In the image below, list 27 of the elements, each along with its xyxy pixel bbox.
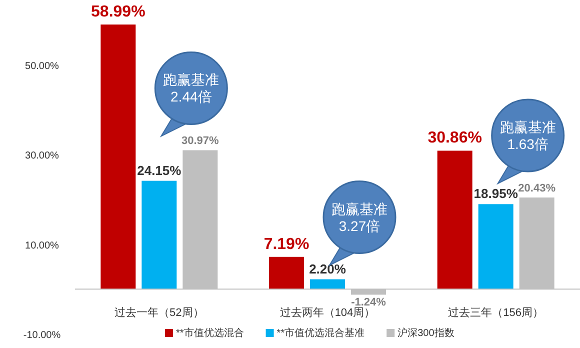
x-tick-label: 过去一年（52周） bbox=[114, 306, 204, 320]
data-label: 30.86% bbox=[428, 130, 482, 147]
y-tick-label: -10.00% bbox=[23, 330, 61, 341]
legend-label: **市值优选混合基准 bbox=[276, 327, 365, 339]
x-tick-label: 过去两年（104周） bbox=[280, 306, 376, 320]
y-tick-label: 30.00% bbox=[25, 150, 60, 162]
legend-label: 沪深300指数 bbox=[398, 327, 454, 339]
data-label: 7.19% bbox=[264, 236, 310, 253]
bar bbox=[478, 204, 514, 290]
bar bbox=[437, 150, 472, 290]
data-label: 30.97% bbox=[182, 135, 220, 148]
x-tick-label: 过去三年（156周） bbox=[448, 306, 544, 320]
bar bbox=[310, 279, 345, 290]
annotation: 跑赢基准 2.44倍 bbox=[163, 72, 220, 105]
data-label: 2.20% bbox=[309, 261, 346, 276]
bar bbox=[100, 24, 136, 290]
data-label: 58.99% bbox=[91, 4, 146, 21]
bar bbox=[269, 256, 304, 290]
legend-label: **市值优选混合 bbox=[176, 327, 244, 339]
annotation: 跑赢基准 3.27倍 bbox=[332, 200, 388, 234]
data-label: 18.95% bbox=[474, 186, 518, 202]
bar bbox=[142, 180, 177, 290]
data-label: 20.43% bbox=[518, 182, 556, 194]
y-tick-label: 10.00% bbox=[25, 240, 60, 252]
data-label: 24.15% bbox=[137, 162, 182, 178]
y-tick-label: 50.00% bbox=[25, 60, 60, 72]
annotation: 跑赢基准 1.63倍 bbox=[500, 119, 556, 152]
